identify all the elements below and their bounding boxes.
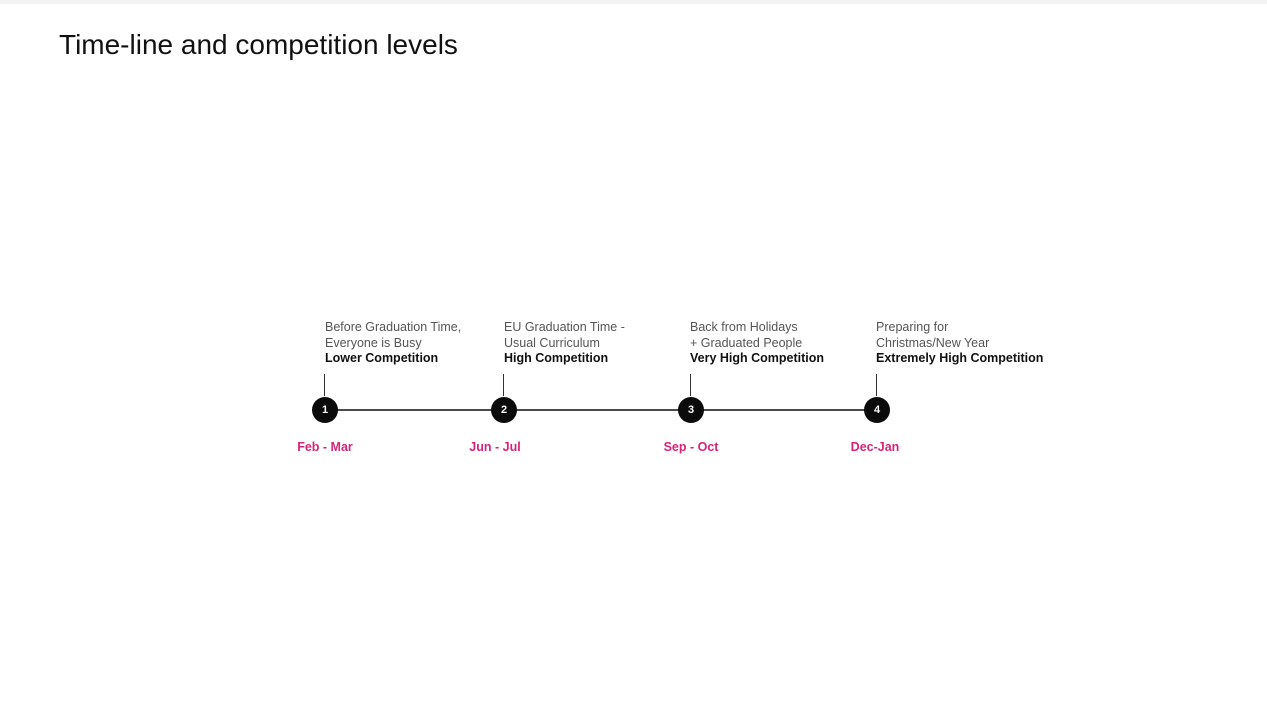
milestone-4-line2: Christmas/New Year	[876, 335, 990, 350]
milestone-3-competition-level: Very High Competition	[690, 351, 825, 365]
milestone-1-description: Before Graduation Time, Everyone is Busy…	[325, 320, 461, 367]
milestone-3-marker: 3	[678, 397, 704, 423]
milestone-1-competition-level: Lower Competition	[325, 351, 439, 365]
milestone-4-marker: 4	[864, 397, 890, 423]
milestone-1-date: Feb - Mar	[297, 440, 353, 454]
slide-top-edge	[0, 0, 1267, 4]
milestone-4-description: Preparing for Christmas/New Year Extreme…	[876, 320, 1043, 367]
milestone-4-competition-level: Extremely High Competition	[876, 351, 1044, 365]
milestone-1-line2: Everyone is Busy	[325, 335, 422, 350]
milestone-2-line2: Usual Curriculum	[504, 335, 600, 350]
milestone-4-line1: Preparing for	[876, 320, 949, 334]
milestone-2-line1: EU Graduation Time -	[504, 320, 625, 334]
milestone-2-date: Jun - Jul	[469, 440, 521, 454]
milestone-3-line1: Back from Holidays	[690, 320, 798, 334]
milestone-4-date: Dec-Jan	[850, 440, 900, 454]
milestone-4-tick	[876, 374, 877, 396]
milestone-3-description: Back from Holidays + Graduated People Ve…	[690, 320, 824, 367]
milestone-2-description: EU Graduation Time - Usual Curriculum Hi…	[504, 320, 625, 367]
milestone-1-marker: 1	[312, 397, 338, 423]
milestone-2-competition-level: High Competition	[504, 351, 609, 365]
slide-title: Time-line and competition levels	[59, 29, 458, 60]
milestone-3-date: Sep - Oct	[663, 440, 719, 454]
milestone-1-line1: Before Graduation Time,	[325, 320, 462, 334]
milestone-2-marker: 2	[491, 397, 517, 423]
milestone-1-tick	[324, 374, 325, 396]
milestone-2-tick	[503, 374, 504, 396]
timeline-axis-line	[325, 409, 877, 411]
milestone-3-line2: + Graduated People	[690, 335, 803, 350]
milestone-3-tick	[690, 374, 691, 396]
